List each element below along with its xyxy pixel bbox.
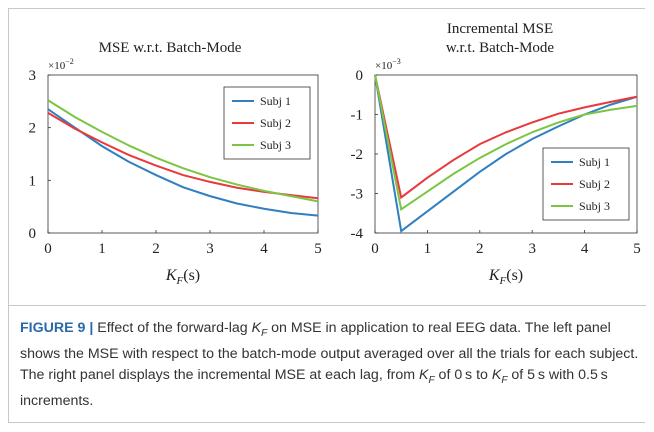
x-label-unit: (s) [183, 267, 200, 284]
multiplier-exponent: −3 [392, 57, 401, 66]
x-tick-label: 4 [260, 241, 268, 257]
series-line [374, 74, 638, 233]
y-tick-label: 3 [29, 68, 37, 84]
caption-label: FIGURE 9 | [20, 320, 94, 336]
y-tick-label: -3 [351, 187, 364, 203]
separator [9, 305, 646, 306]
y-tick-label: -1 [351, 108, 364, 124]
y-tick-label: 0 [356, 68, 364, 84]
caption-text: Effect of the forward-lag [93, 320, 252, 336]
y-tick-label: 0 [29, 226, 37, 242]
x-tick-label: 4 [581, 241, 589, 257]
chart-title: w.r.t. Batch-Mode [446, 40, 555, 56]
x-tick-label: 5 [633, 241, 641, 257]
y-tick-label: -2 [351, 147, 364, 163]
x-tick-label: 0 [44, 241, 52, 257]
caption-subscript: F [261, 327, 268, 339]
caption-symbol: K [251, 320, 262, 336]
y-tick-label: 1 [29, 173, 37, 189]
legend-label: Subj 3 [579, 199, 610, 213]
caption: FIGURE 9 | Effect of the forward-lag KF … [20, 318, 650, 412]
caption-symbol: K [419, 366, 429, 383]
caption-text: of 5 s with 0.5 s increments. [20, 366, 608, 409]
series-line [374, 74, 638, 200]
caption-text: of 0 s to [434, 366, 492, 383]
y-tick-label: -4 [351, 226, 364, 242]
caption-symbol: K [491, 366, 502, 383]
multiplier-base: ×10 [375, 60, 393, 72]
x-label-unit: (s) [506, 267, 523, 284]
x-label-subscript: F [499, 275, 507, 287]
axis-multiplier: ×10−3 [375, 57, 401, 72]
x-tick-label: 5 [314, 241, 322, 257]
x-axis-label: KF(s) [165, 267, 200, 287]
y-tick-label: 2 [29, 121, 37, 137]
axes-box [47, 74, 319, 234]
x-tick-label: 1 [424, 241, 432, 257]
x-tick-label: 1 [98, 241, 106, 257]
legend-label: Subj 3 [260, 138, 291, 152]
x-axis-label: KF(s) [488, 267, 523, 287]
x-label-symbol: K [488, 267, 501, 284]
chart-title: MSE w.r.t. Batch-Mode [99, 40, 242, 56]
chart-title: Incremental MSE [447, 21, 553, 37]
multiplier-base: ×10 [48, 60, 66, 72]
caption-subscript: F [428, 374, 435, 386]
caption-subscript: F [501, 374, 508, 386]
series-line [47, 99, 319, 203]
x-tick-label: 3 [206, 241, 214, 257]
legend-label: Subj 2 [260, 116, 291, 130]
x-label-subscript: F [176, 275, 184, 287]
figure-frame [8, 8, 645, 423]
legend-label: Subj 1 [579, 155, 610, 169]
caption-text: on MSE in application to real EEG data. … [20, 320, 639, 383]
x-tick-label: 3 [528, 241, 536, 257]
legend-label: Subj 1 [260, 94, 291, 108]
charts: MSE w.r.t. Batch-Mode×10−20 1 2 3 4 50123KF(s… [29, 21, 641, 287]
x-tick-label: 0 [371, 241, 379, 257]
x-label-symbol: K [165, 267, 178, 284]
x-tick-label: 2 [476, 241, 484, 257]
series-line [374, 74, 638, 211]
series-line [47, 108, 319, 217]
axis-multiplier: ×10−2 [48, 57, 74, 72]
x-tick-label: 2 [152, 241, 160, 257]
legend-label: Subj 2 [579, 177, 610, 191]
multiplier-exponent: −2 [65, 57, 74, 66]
